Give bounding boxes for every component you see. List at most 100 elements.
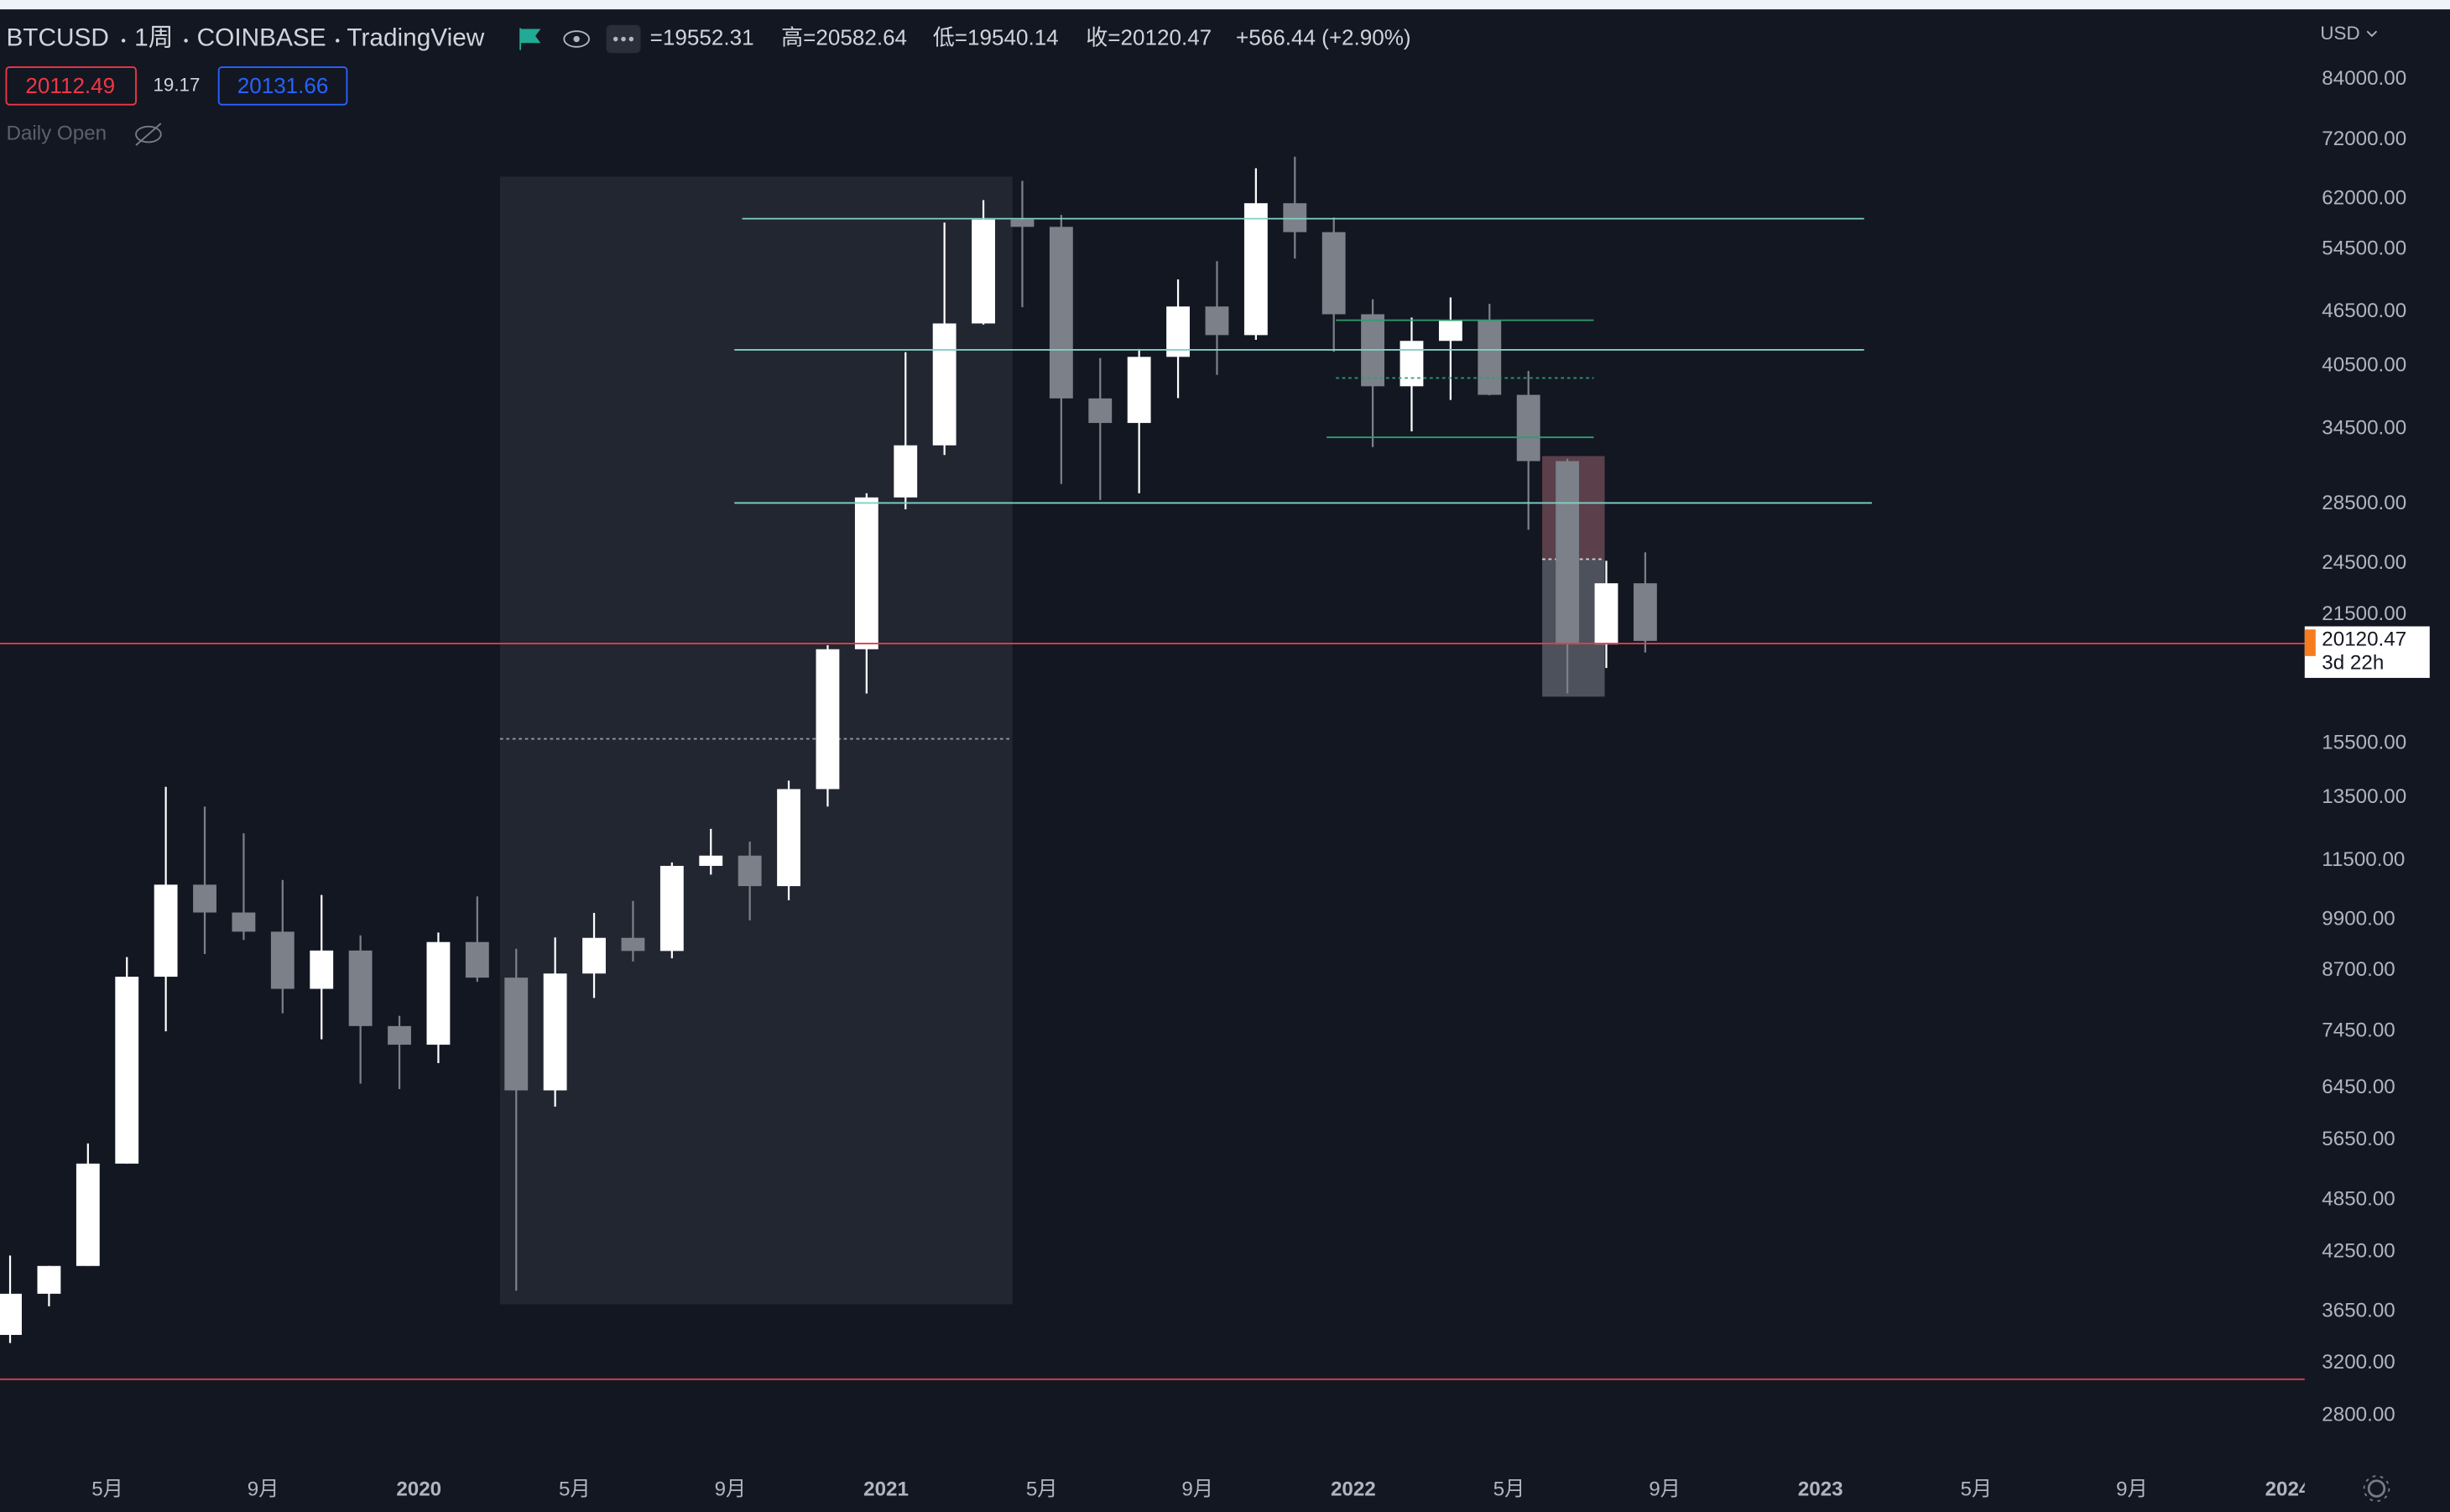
x-tick-label: 5月	[559, 1478, 591, 1500]
y-tick-label: 13500.00	[2322, 785, 2406, 808]
y-tick-label: 7450.00	[2322, 1019, 2395, 1041]
y-tick-label: 5650.00	[2322, 1128, 2395, 1150]
currency-caret	[2366, 30, 2378, 38]
legend-title: BTCUSD 1周 COINBASE TradingView	[6, 23, 484, 51]
x-tick-label: 9月	[2116, 1478, 2148, 1500]
y-tick-label: 34500.00	[2322, 417, 2406, 440]
y-tick-label: 8700.00	[2322, 958, 2395, 981]
candle-body	[1556, 461, 1579, 645]
separator	[121, 39, 126, 43]
y-tick-label: 72000.00	[2322, 128, 2406, 150]
x-tick-label: 2021	[863, 1478, 909, 1500]
candle-body	[1166, 306, 1190, 357]
candle-body	[1088, 398, 1113, 424]
y-tick-label: 6450.00	[2322, 1076, 2395, 1098]
separator	[184, 39, 188, 43]
candle-body	[621, 937, 645, 952]
ohlc-open: =19552.31	[650, 24, 754, 50]
hidden-icon[interactable]	[135, 123, 162, 146]
candle-body	[154, 884, 178, 978]
candle-body	[37, 1265, 61, 1294]
candle-body	[0, 1293, 22, 1335]
y-tick-label: 24500.00	[2322, 551, 2406, 574]
indicator: Daily Open	[6, 122, 107, 144]
y-tick-label: 11500.00	[2322, 848, 2405, 871]
candle-body	[1478, 320, 1502, 395]
sell-button[interactable]	[5, 66, 137, 106]
candle-body	[1516, 394, 1540, 461]
exchange: COINBASE	[197, 23, 326, 51]
separator	[336, 39, 340, 43]
candle-body	[699, 855, 723, 866]
candle-body	[1633, 583, 1657, 641]
candle-body	[388, 1025, 411, 1045]
ohlc-change: +566.44 (+2.90%)	[1236, 24, 1411, 50]
y-tick-label: 2800.00	[2322, 1404, 2395, 1426]
candle-body	[738, 855, 762, 887]
y-tick-label: 46500.00	[2322, 300, 2406, 322]
candle-body	[582, 937, 606, 974]
candle-body	[932, 323, 957, 446]
currency[interactable]: USD	[2320, 23, 2359, 44]
x-tick-label: 9月	[1649, 1478, 1681, 1500]
candle-body	[894, 445, 918, 498]
price-tag	[2304, 626, 2430, 678]
candle-body	[1400, 341, 1424, 387]
candle-body	[426, 941, 451, 1045]
settings-icon[interactable]	[2363, 1475, 2390, 1502]
range-box	[499, 176, 1013, 1305]
y-tick-label: 4250.00	[2322, 1239, 2395, 1262]
eye-icon[interactable]	[563, 30, 590, 48]
flag-icon	[519, 28, 541, 50]
candle-body	[76, 1163, 100, 1266]
candle-body	[1438, 320, 1462, 342]
y-tick-label: 15500.00	[2322, 731, 2406, 753]
ohlc-low: 低=19540.14	[933, 24, 1059, 50]
x-tick-label: 2024	[2265, 1478, 2311, 1500]
x-tick-label: 2020	[396, 1478, 441, 1500]
candle-body	[543, 973, 567, 1091]
x-tick-label: 9月	[715, 1478, 747, 1500]
candle-body	[193, 884, 216, 913]
x-tick-label: 5月	[1493, 1478, 1525, 1500]
countdown: 3d 22h	[2322, 652, 2384, 675]
ohlc-close: 收=20120.47	[1086, 24, 1212, 50]
more-icon[interactable]	[606, 24, 641, 54]
candle-body	[1049, 227, 1073, 399]
spread: 19.17	[153, 74, 200, 95]
candle-body	[1010, 219, 1035, 227]
candle-body	[972, 219, 995, 324]
candle-body	[1594, 583, 1619, 645]
y-tick-label: 9900.00	[2322, 907, 2395, 930]
y-tick-label: 21500.00	[2322, 602, 2406, 625]
y-tick-label: 54500.00	[2322, 237, 2406, 260]
time-axis: 5月 9月 2020 5月 9月 2021 5月 9月 2022 5月 9月 2023 5月 9月 2024	[91, 1478, 2311, 1500]
candle-body	[854, 497, 878, 649]
price-axis: 84000.00 72000.00 62000.00 54500.00 46500.00…	[2322, 67, 2406, 1426]
y-tick-label: 4850.00	[2322, 1187, 2395, 1210]
y-tick-label: 62000.00	[2322, 186, 2406, 209]
buy-price: 20131.66	[237, 73, 329, 98]
candle-body	[1205, 306, 1229, 336]
x-tick-label: 9月	[1181, 1478, 1213, 1500]
candle-body	[777, 789, 800, 887]
sell-price: 20112.49	[25, 73, 115, 98]
candle-body	[1243, 203, 1268, 336]
buy-button[interactable]	[217, 66, 348, 106]
candle-body	[270, 931, 295, 989]
price-tag-marker	[2304, 629, 2316, 656]
y-tick-label: 40500.00	[2322, 354, 2406, 377]
candle-body	[115, 977, 139, 1164]
symbol: BTCUSD	[6, 23, 108, 51]
candle-body	[1321, 232, 1346, 315]
candle-body	[1283, 203, 1307, 232]
candle-body	[659, 865, 684, 952]
candle-body	[1127, 357, 1151, 424]
candle-body	[310, 950, 334, 989]
y-tick-label: 28500.00	[2322, 492, 2406, 514]
y-tick-label: 3650.00	[2322, 1300, 2395, 1322]
plot	[0, 156, 1657, 1343]
